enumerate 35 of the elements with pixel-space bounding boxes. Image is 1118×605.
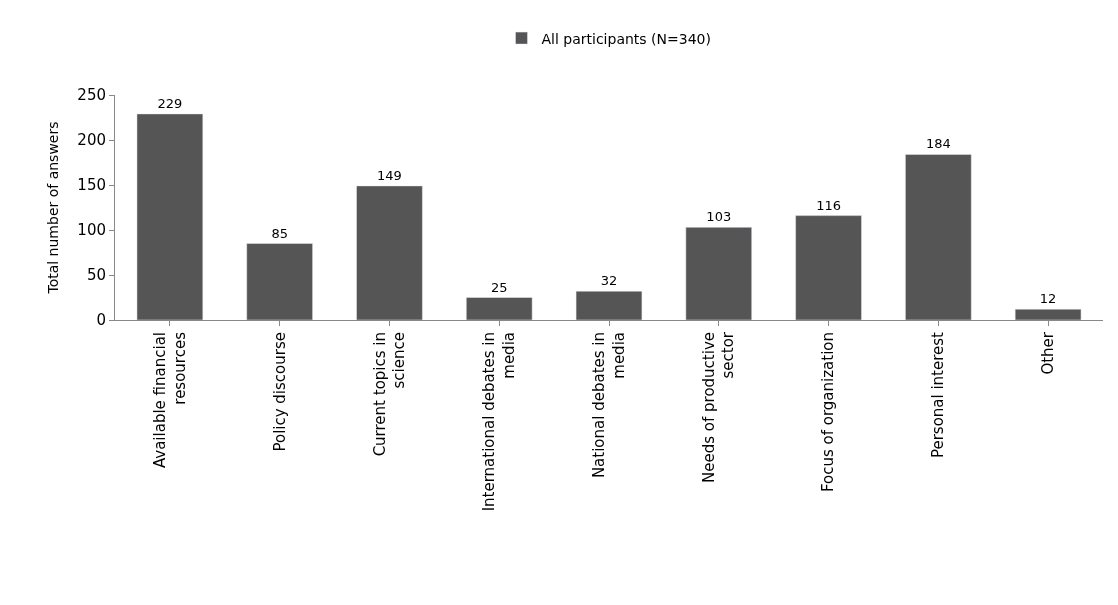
y-tick-label: 100 xyxy=(77,221,106,240)
data-label: 229 xyxy=(157,95,183,111)
y-tick-label: 150 xyxy=(77,176,106,195)
data-label: 116 xyxy=(816,197,841,213)
y-tick-label: 200 xyxy=(77,131,106,150)
y-axis-title: Total number of answers xyxy=(44,121,61,295)
bar xyxy=(246,243,313,320)
x-tick-label: Policy discourse xyxy=(270,332,289,452)
y-tick-label: 0 xyxy=(96,311,106,330)
bar xyxy=(905,154,972,320)
x-tick-label: International debates in media xyxy=(480,332,518,512)
bar xyxy=(685,227,752,320)
data-label: 32 xyxy=(600,273,618,289)
data-label: 12 xyxy=(1039,291,1057,307)
x-tick-label: Personal interest xyxy=(929,331,948,459)
bar xyxy=(136,113,204,320)
bar xyxy=(795,215,862,320)
bar xyxy=(466,297,533,320)
data-label: 103 xyxy=(706,209,732,225)
data-label: 149 xyxy=(377,167,402,183)
data-label: 25 xyxy=(490,279,508,295)
x-tick-label: Needs of productive sector xyxy=(699,331,738,483)
data-label: 184 xyxy=(925,136,951,152)
y-tick-label: 50 xyxy=(86,266,106,285)
bar xyxy=(575,290,643,320)
legend-label: All participants (N=340) xyxy=(541,30,711,47)
x-tick-label: National debates in media xyxy=(590,332,628,479)
data-label: 85 xyxy=(271,225,288,241)
bar xyxy=(1014,308,1082,320)
x-tick-label: Available financial resources xyxy=(151,331,189,469)
y-tick-label: 250 xyxy=(77,86,106,105)
x-tick-label: Focus of organization xyxy=(819,332,838,493)
x-tick-label: Current topics in science xyxy=(370,332,409,457)
bar xyxy=(356,185,423,320)
x-tick-label: Other xyxy=(1038,331,1057,375)
